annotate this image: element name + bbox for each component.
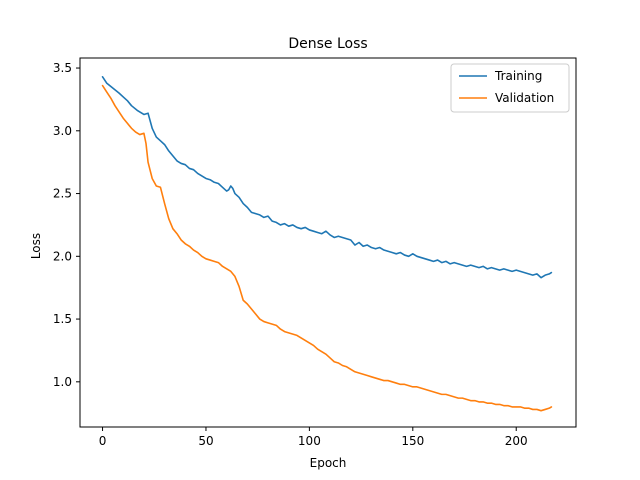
series-line-training [101, 76, 553, 279]
x-axis-title: Epoch [310, 456, 347, 470]
axes-layer: 0 50 100 150 200 1.0 1.5 2.0 2.5 3.0 3.5 [53, 57, 577, 448]
y-tick-label: 3.5 [53, 61, 72, 75]
x-tick-label: 200 [505, 434, 528, 448]
legend-label-training: Training [494, 69, 542, 83]
x-tick-label: 150 [401, 434, 424, 448]
y-tick-label: 2.5 [53, 187, 72, 201]
y-tick-label: 1.5 [53, 312, 72, 326]
y-axis-title: Loss [29, 233, 43, 259]
series-layer [101, 76, 553, 412]
x-tick-label: 50 [198, 434, 213, 448]
x-tick-label: 0 [99, 434, 107, 448]
x-tick-label: 100 [298, 434, 321, 448]
legend-label-validation: Validation [495, 91, 554, 105]
y-tick-label: 2.0 [53, 249, 72, 263]
plot-frame [79, 57, 577, 428]
y-tick-label: 3.0 [53, 124, 72, 138]
chart-title: Dense Loss [288, 36, 367, 52]
y-tick-label: 1.0 [53, 375, 72, 389]
legend: Training Validation [450, 63, 570, 113]
series-line-validation [101, 84, 553, 412]
